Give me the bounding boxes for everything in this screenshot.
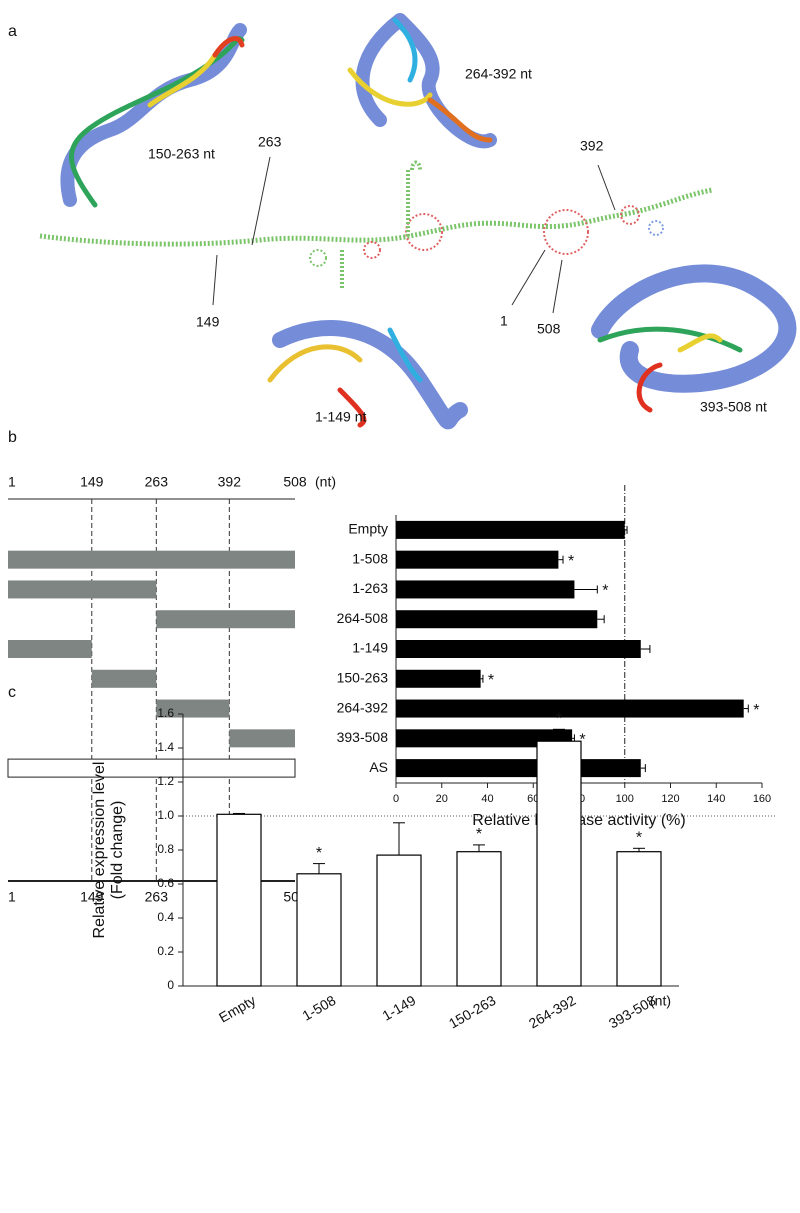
x-tick-label: 1-149 — [379, 992, 418, 1024]
x-tick-label: Empty — [216, 992, 258, 1026]
x-tick-label: 0 — [393, 793, 399, 805]
segment — [91, 669, 157, 688]
y-tick-label: 0.8 — [157, 842, 174, 856]
x-tick-label: 508 — [283, 474, 307, 490]
3d-models — [60, 13, 797, 430]
x-tick-label: 1-508 — [299, 992, 338, 1024]
bar — [396, 669, 481, 688]
segment — [8, 640, 92, 658]
bar — [376, 854, 422, 987]
position-label: 392 — [580, 138, 604, 154]
x-tick-label: 149 — [80, 474, 104, 490]
category-label: 1-508 — [352, 550, 388, 566]
segment — [7, 758, 296, 778]
panel-label: b — [8, 429, 17, 446]
category-label: 264-508 — [337, 610, 389, 626]
x-tick-label: 149 — [80, 889, 104, 905]
x-tick-label: 392 — [218, 474, 242, 490]
bar — [396, 699, 744, 718]
bar — [396, 759, 641, 778]
y-axis-label: (Fold change) — [109, 801, 126, 900]
position-label: 149 — [196, 314, 220, 330]
significance-mark: * — [636, 830, 642, 847]
y-tick-label: 0.2 — [157, 944, 174, 958]
x-tick-label: 60 — [527, 793, 539, 805]
segment — [156, 610, 295, 629]
structure-label: 264-392 nt — [465, 66, 532, 82]
bar — [396, 520, 625, 539]
y-axis-label: Relative expression level — [91, 762, 108, 939]
x-tick-label: 264-392 — [526, 992, 579, 1032]
bar — [536, 740, 582, 987]
bar — [616, 851, 662, 987]
rna-diagram — [39, 160, 713, 290]
category-label: 1-149 — [352, 640, 388, 656]
x-tick-label: 120 — [661, 793, 679, 805]
x-tick-label: 40 — [481, 793, 493, 805]
category-label: Empty — [348, 521, 388, 537]
significance-mark: * — [556, 711, 562, 728]
x-tick-label: 140 — [707, 793, 725, 805]
bar — [396, 580, 575, 599]
segment — [229, 729, 295, 748]
category-label: 264-392 — [337, 699, 389, 715]
x-unit: (nt) — [650, 993, 671, 1009]
x-tick-label: 263 — [145, 889, 169, 905]
bar — [396, 550, 559, 569]
bar — [216, 813, 262, 987]
x-tick-label: 150-263 — [446, 992, 499, 1032]
significance-mark: * — [488, 672, 494, 689]
panel-label: a — [8, 23, 17, 40]
x-tick-label: 263 — [145, 474, 169, 490]
significance-mark: * — [753, 702, 759, 719]
significance-mark: * — [476, 826, 482, 843]
position-label: 1 — [500, 313, 508, 329]
bar — [296, 873, 342, 987]
category-label: 1-263 — [352, 580, 388, 596]
bar — [396, 610, 598, 629]
significance-mark: * — [579, 732, 585, 749]
x-tick-label: 1 — [8, 474, 16, 490]
structure-label: 393-508 nt — [700, 399, 767, 415]
category-label: AS — [369, 759, 388, 775]
segment — [156, 699, 230, 718]
structure-label: 150-263 nt — [148, 146, 215, 162]
y-tick-label: 1.0 — [157, 808, 174, 822]
pointer-lines — [212, 156, 616, 314]
bar — [396, 640, 641, 658]
x-tick-label: 1 — [8, 889, 16, 905]
structure-label: 1-149 nt — [315, 409, 366, 425]
segment — [8, 580, 157, 599]
significance-mark: * — [316, 845, 322, 862]
x-tick-label: 160 — [753, 793, 771, 805]
panel-label: c — [8, 684, 16, 701]
significance-mark: * — [568, 553, 574, 570]
y-tick-label: 0.4 — [157, 910, 174, 924]
category-label: 150-263 — [337, 669, 389, 685]
y-tick-label: 1.4 — [157, 740, 174, 754]
y-tick-label: 0.6 — [157, 876, 174, 890]
x-unit: (nt) — [315, 474, 336, 490]
y-tick-label: 0 — [167, 978, 174, 992]
significance-mark: * — [602, 583, 608, 600]
x-tick-label: 100 — [616, 793, 634, 805]
position-label: 263 — [258, 134, 282, 150]
y-tick-label: 1.2 — [157, 774, 174, 788]
bar — [456, 851, 502, 987]
y-tick-label: 1.6 — [157, 706, 174, 720]
segment — [8, 550, 295, 569]
position-label: 508 — [537, 321, 561, 337]
x-tick-label: 20 — [436, 793, 448, 805]
category-label: 393-508 — [337, 729, 389, 745]
bar — [396, 729, 573, 748]
